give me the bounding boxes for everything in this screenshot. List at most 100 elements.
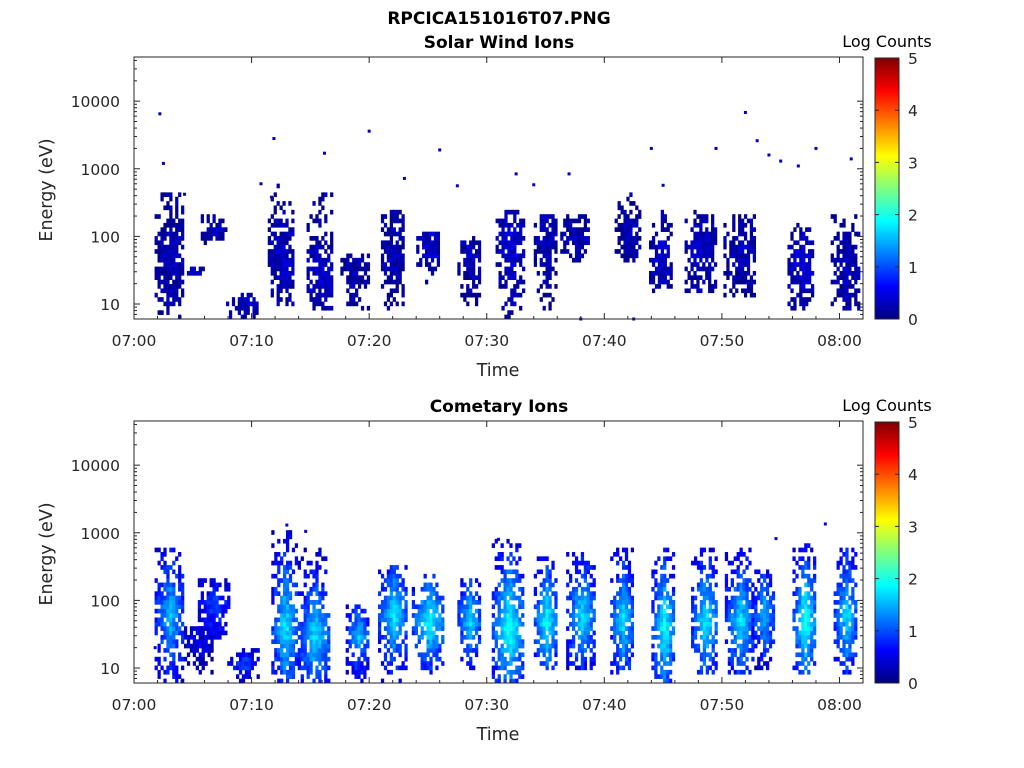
heatmap-cell [711, 669, 715, 675]
heatmap-cell [309, 591, 313, 596]
heatmap-cell [392, 244, 396, 250]
heatmap-cell [533, 236, 538, 241]
heatmap-cell [306, 249, 310, 254]
heatmap-cell [699, 626, 704, 631]
heatmap-cell [500, 543, 504, 548]
heatmap-cell [807, 621, 811, 627]
heatmap-cell [691, 639, 695, 644]
heatmap-cell [577, 634, 582, 640]
heatmap-cell [169, 591, 173, 596]
heatmap-cell [660, 674, 664, 679]
heatmap-cell [577, 236, 582, 241]
heatmap-cell [354, 643, 358, 649]
heatmap-cell [392, 262, 396, 267]
heatmap-cell [472, 626, 476, 631]
heatmap-cell [851, 634, 855, 640]
heatmap-cell [291, 249, 295, 254]
heatmap-cell [318, 621, 322, 627]
heatmap-cell [651, 604, 655, 610]
heatmap-cell [551, 565, 555, 570]
heatmap-cell [504, 218, 508, 224]
colorbar-tick-label: 2 [908, 571, 918, 589]
heatmap-cell [383, 301, 388, 307]
heatmap-cell [660, 586, 664, 592]
heatmap-cell [294, 661, 299, 666]
heatmap-cell [693, 231, 697, 237]
heatmap-cell [436, 244, 441, 250]
heatmap-cell [542, 604, 546, 610]
heatmap-cell [702, 639, 707, 644]
heatmap-cell [518, 556, 522, 562]
heatmap-cell [666, 621, 670, 627]
heatmap-cell [663, 661, 667, 666]
heatmap-cell [345, 604, 349, 610]
heatmap-cell [730, 600, 734, 605]
heatmap-cell [805, 270, 809, 276]
heatmap-cell [238, 678, 243, 684]
heatmap-cell [586, 630, 590, 636]
heatmap-cell [315, 266, 319, 272]
heatmap-point [814, 146, 818, 150]
heatmap-cell [285, 240, 289, 246]
heatmap-cell [507, 297, 511, 302]
heatmap-cell [657, 262, 662, 267]
heatmap-cell [548, 643, 552, 649]
heatmap-cell [318, 547, 322, 553]
heatmap-cell [699, 253, 703, 259]
heatmap-cell [666, 595, 670, 601]
heatmap-cell [574, 227, 579, 232]
heatmap-cell [389, 218, 393, 224]
heatmap-cell [503, 613, 507, 618]
heatmap-cell [507, 314, 511, 320]
heatmap-cell [799, 231, 803, 237]
heatmap-cell [404, 648, 408, 653]
heatmap-cell [324, 192, 328, 198]
heatmap-cell [616, 630, 620, 636]
heatmap-cell [730, 665, 734, 671]
heatmap-cell [624, 586, 629, 592]
heatmap-cell [739, 604, 743, 610]
heatmap-cell [169, 270, 173, 276]
heatmap-cell [267, 218, 271, 224]
heatmap-cell [318, 279, 322, 285]
heatmap-cell [813, 600, 817, 605]
heatmap-cell [169, 639, 173, 644]
heatmap-cell [739, 643, 743, 649]
heatmap-cell [237, 310, 241, 315]
heatmap-cell [724, 600, 729, 605]
heatmap-cell [201, 661, 205, 666]
heatmap-cell [542, 292, 546, 298]
heatmap-cell [377, 634, 382, 640]
heatmap-point [743, 110, 747, 114]
heatmap-cell [516, 240, 520, 246]
heatmap-cell [702, 595, 707, 601]
heatmap-cell [279, 262, 283, 267]
heatmap-cell [432, 648, 436, 653]
heatmap-cell [630, 600, 635, 605]
heatmap-cell [186, 639, 191, 644]
heatmap-cell [472, 275, 476, 280]
heatmap-cell [318, 288, 322, 294]
heatmap-cell [200, 578, 204, 583]
heatmap-cell [651, 656, 655, 662]
heatmap-cell [746, 279, 751, 285]
heatmap-cell [627, 586, 632, 592]
heatmap-cell [206, 604, 210, 610]
heatmap-cell [349, 270, 353, 276]
heatmap-cell [624, 582, 629, 588]
heatmap-cell [503, 604, 507, 610]
heatmap-cell [432, 608, 436, 614]
heatmap-cell [240, 314, 244, 320]
heatmap-cell [714, 613, 718, 618]
heatmap-cell [708, 586, 712, 592]
heatmap-cell [181, 665, 185, 671]
heatmap-cell [160, 266, 164, 272]
heatmap-cell [760, 608, 764, 614]
heatmap-cell [497, 600, 501, 605]
heatmap-cell [798, 617, 802, 623]
heatmap-cell [510, 270, 514, 276]
heatmap-cell [157, 621, 161, 627]
heatmap-cell [503, 617, 507, 623]
heatmap-cell [663, 556, 667, 562]
heatmap-cell [315, 297, 319, 302]
